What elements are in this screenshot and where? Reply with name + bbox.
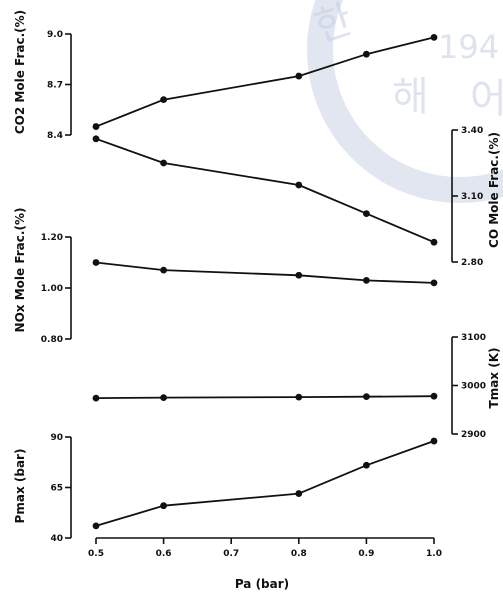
panel-tmax: 2900 3000 3100 — [92, 333, 486, 440]
panel-co2-data-point — [430, 33, 438, 41]
panel-co2-y-tick-label: 8.4 — [47, 131, 63, 141]
panel-co-data-point — [363, 210, 370, 218]
panel-pmax-ylabel: Pmax (bar) — [13, 449, 27, 524]
panel-tmax-y-tick-label: 3000 — [461, 382, 486, 392]
x-axis-tick-label: 1.0 — [426, 549, 442, 559]
panel-co2-y-tick-label: 8.7 — [47, 81, 63, 91]
panel-nox-y-tick-label: 1.20 — [41, 233, 63, 243]
watermark-ring — [307, 0, 503, 203]
panel-co-y-tick-label: 3.10 — [461, 192, 483, 202]
panel-nox-series-line — [95, 261, 435, 284]
plot-layer: 8.4 8.7 9.0 2.80 3.10 3.40 0.80 1.00 1.20 2900 300… — [41, 30, 486, 559]
panel-nox-data-point — [430, 279, 438, 287]
panel-pmax-y-tick-label: 65 — [50, 484, 63, 494]
panel-nox-data-point — [160, 266, 168, 274]
panel-tmax-data-point — [430, 392, 438, 400]
watermark-glyph-3: 194 — [438, 28, 499, 66]
watermark-glyph-2: 해 — [392, 74, 429, 120]
watermark-seal: 한 해 194 어 — [307, 0, 503, 203]
panel-tmax-y-tick-label: 2900 — [461, 430, 486, 440]
panel-pmax-data-point — [363, 461, 370, 469]
watermark-glyph-4: 어 — [470, 76, 503, 122]
panel-tmax-data-point — [295, 393, 303, 401]
panel-pmax-data-point — [92, 522, 100, 530]
panel-co2: 8.4 8.7 9.0 — [47, 30, 438, 141]
x-axis-tick-label: 0.6 — [156, 549, 172, 559]
x-axis-tick-label: 0.8 — [291, 549, 307, 559]
panel-nox-y-tick-label: 1.00 — [41, 284, 63, 294]
panel-co2-data-point — [160, 96, 168, 104]
x-axis-tick-label: 0.7 — [223, 549, 239, 559]
panel-pmax-series-line — [95, 440, 435, 527]
panel-co-data-point — [92, 135, 100, 143]
panel-co-ylabel: CO Mole Frac.(%) — [487, 132, 501, 248]
panel-co-y-tick-label: 3.40 — [461, 126, 483, 136]
panel-co2-ylabel: CO2 Mole Frac.(%) — [13, 10, 27, 134]
panel-nox-y-tick-label: 0.80 — [41, 335, 63, 345]
x-axis-tick-label: 0.5 — [88, 549, 104, 559]
panel-nox-data-point — [295, 271, 303, 279]
panel-co2-data-point — [363, 50, 370, 58]
panel-co2-series-line — [95, 36, 435, 128]
panel-co-y-tick-label: 2.80 — [461, 258, 483, 268]
panel-pmax-y-tick-label: 90 — [50, 433, 63, 443]
panel-co-data-point — [160, 159, 168, 167]
panel-nox-data-point — [92, 259, 100, 266]
panel-co2-y-tick-label: 9.0 — [47, 30, 63, 40]
panel-nox: 0.80 1.00 1.20 — [41, 233, 438, 345]
panel-co2-data-point — [295, 72, 303, 80]
panel-pmax-y-tick-label: 40 — [50, 534, 63, 544]
panel-tmax-y-tick-label: 3100 — [461, 333, 486, 343]
panel-pmax-data-point — [160, 502, 168, 510]
panel-pmax-data-point — [430, 437, 438, 445]
panel-nox-data-point — [363, 276, 370, 284]
panel-co: 2.80 3.10 3.40 — [92, 126, 483, 268]
panel-co-data-point — [430, 238, 438, 246]
panel-co2-data-point — [92, 123, 100, 130]
x-axis-label: Pa (bar) — [235, 577, 289, 591]
panel-pmax: 40 65 90 — [50, 433, 438, 544]
panel-pmax-data-point — [295, 490, 303, 497]
panel-tmax-data-point — [363, 393, 370, 401]
x-axis: 0.5 0.6 0.7 0.8 0.9 1.0 — [88, 537, 442, 559]
panel-tmax-data-point — [160, 394, 168, 402]
panel-tmax-data-point — [92, 394, 100, 402]
panel-tmax-ylabel: Tmax (K) — [487, 348, 501, 409]
panel-co-data-point — [295, 181, 303, 189]
panel-tmax-series-line — [95, 395, 435, 399]
x-axis-tick-label: 0.9 — [358, 549, 374, 559]
panel-nox-ylabel: NOx Mole Frac.(%) — [13, 208, 27, 333]
